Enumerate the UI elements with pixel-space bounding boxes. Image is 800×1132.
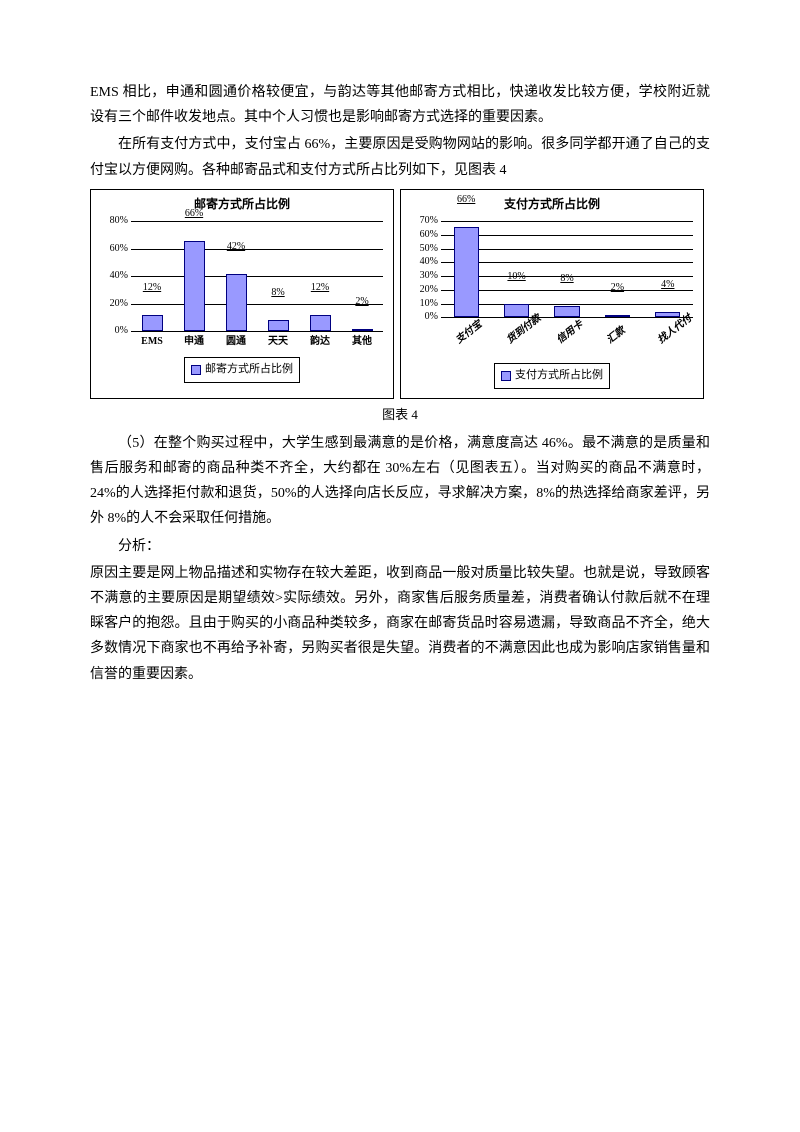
grid-line — [131, 221, 383, 222]
grid-line — [441, 221, 693, 222]
x-tick-label: 找人代付 — [654, 311, 697, 350]
bar-value-label: 2% — [611, 279, 624, 297]
paragraph-2: 在所有支付方式中，支付宝占 66%，主要原因是受购物网站的影响。很多同学都开通了… — [90, 132, 710, 182]
x-tick-label: 天天 — [257, 333, 299, 351]
payment-chart-title: 支付方式所占比例 — [401, 194, 703, 216]
bar-value-label: 66% — [457, 191, 475, 209]
x-tick-label: 货到付款 — [503, 311, 546, 350]
grid-line — [131, 331, 383, 332]
x-tick-label: 圆通 — [215, 333, 257, 351]
payment-chart: 支付方式所占比例 0%10%20%30%40%50%60%70%66%10%8%… — [400, 189, 704, 400]
shipping-chart-plot: 0%20%40%60%80%12%66%42%8%12%2% — [131, 221, 383, 331]
chart-bar — [504, 304, 529, 318]
paragraph-3: （5）在整个购买过程中，大学生感到最满意的是价格，满意度高达 46%。最不满意的… — [90, 431, 710, 532]
x-tick-label: 汇款 — [603, 323, 630, 349]
grid-line — [441, 304, 693, 305]
shipping-chart-legend-label: 邮寄方式所占比例 — [205, 360, 293, 380]
shipping-chart-legend: 邮寄方式所占比例 — [184, 357, 300, 383]
chart-bar — [310, 315, 331, 332]
payment-chart-x-axis: 支付宝货到付款信用卡汇款找人代付 — [441, 317, 693, 357]
chart-bar — [142, 315, 163, 332]
grid-line — [131, 276, 383, 277]
y-tick-label: 80% — [110, 212, 128, 230]
chart-bar — [226, 274, 247, 332]
bar-value-label: 12% — [311, 279, 329, 297]
paragraph-4: 原因主要是网上物品描述和实物存在较大差距，收到商品一般对质量比较失望。也就是说，… — [90, 561, 710, 687]
payment-chart-legend-label: 支付方式所占比例 — [515, 366, 603, 386]
x-tick-label: 其他 — [341, 333, 383, 351]
payment-chart-plot: 0%10%20%30%40%50%60%70%66%10%8%2%4% — [441, 221, 693, 317]
y-tick-label: 40% — [110, 267, 128, 285]
shipping-chart: 邮寄方式所占比例 0%20%40%60%80%12%66%42%8%12%2% … — [90, 189, 394, 400]
grid-line — [131, 304, 383, 305]
charts-row: 邮寄方式所占比例 0%20%40%60%80%12%66%42%8%12%2% … — [90, 189, 710, 400]
bar-value-label: 10% — [507, 268, 525, 286]
grid-line — [441, 249, 693, 250]
x-tick-label: EMS — [131, 333, 173, 351]
bar-value-label: 8% — [560, 270, 573, 288]
bar-value-label: 8% — [271, 284, 284, 302]
legend-swatch-icon — [191, 365, 201, 375]
chart-bar — [352, 329, 373, 332]
x-tick-label: 信用卡 — [553, 317, 588, 350]
paragraph-1: EMS 相比，申通和圆通价格较便宜，与韵达等其他邮寄方式相比，快递收发比较方便，… — [90, 80, 710, 130]
x-tick-label: 申通 — [173, 333, 215, 351]
grid-line — [441, 290, 693, 291]
grid-line — [441, 262, 693, 263]
chart-bar — [268, 320, 289, 331]
grid-line — [131, 249, 383, 250]
bar-value-label: 42% — [227, 238, 245, 256]
analysis-label: 分析： — [90, 534, 710, 559]
figure-caption: 图表 4 — [90, 403, 710, 426]
chart-bar — [454, 227, 479, 318]
bar-value-label: 66% — [185, 205, 203, 223]
bar-value-label: 2% — [355, 293, 368, 311]
y-tick-label: 0% — [115, 322, 128, 340]
x-tick-label: 韵达 — [299, 333, 341, 351]
shipping-chart-x-axis: EMS申通圆通天天韵达其他 — [131, 331, 383, 351]
y-tick-label: 20% — [110, 295, 128, 313]
bar-value-label: 12% — [143, 279, 161, 297]
shipping-chart-title: 邮寄方式所占比例 — [91, 194, 393, 216]
y-tick-label: 60% — [110, 240, 128, 258]
x-tick-label: 支付宝 — [452, 317, 487, 350]
chart-bar — [184, 241, 205, 332]
payment-chart-legend: 支付方式所占比例 — [494, 363, 610, 389]
y-tick-label: 70% — [420, 212, 438, 230]
grid-line — [441, 235, 693, 236]
bar-value-label: 4% — [661, 276, 674, 294]
legend-swatch-icon — [501, 371, 511, 381]
